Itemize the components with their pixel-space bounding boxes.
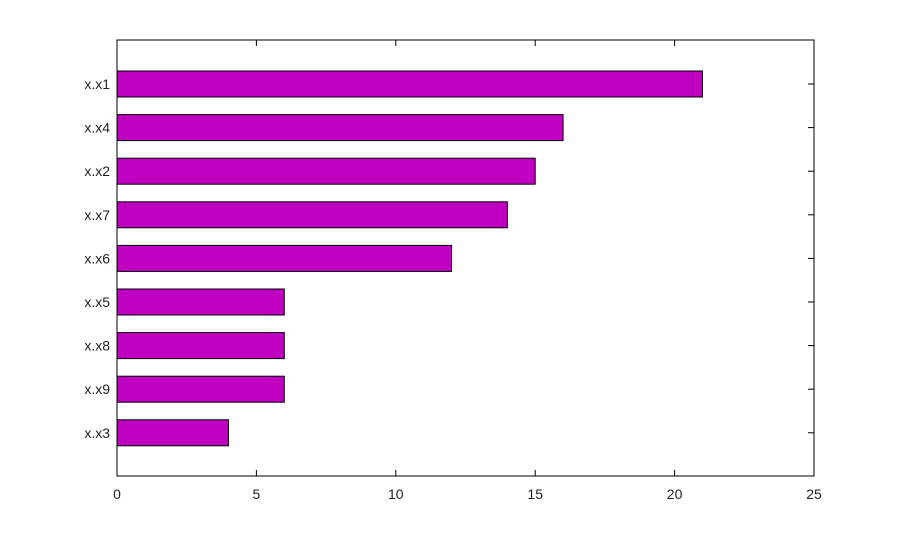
y-tick-label: x.x8 — [84, 338, 110, 354]
bar — [116, 201, 508, 229]
x-tick-label: 5 — [253, 486, 261, 502]
y-tick-label: x.x3 — [84, 425, 110, 441]
bars — [116, 70, 703, 447]
y-tick-label: x.x9 — [84, 381, 110, 397]
bar — [116, 332, 285, 360]
x-tick-label: 10 — [388, 486, 404, 502]
y-tick-label: x.x1 — [84, 76, 110, 92]
y-tick-label: x.x7 — [84, 207, 110, 223]
y-tick-labels: x.x1 x.x4 x.x2 x.x7 x.x6 x.x5 x.x8 x.x9 x.x3 — [84, 76, 110, 441]
bar — [116, 288, 285, 316]
bar — [116, 157, 536, 185]
bar — [116, 375, 285, 403]
x-tick-label: 20 — [667, 486, 683, 502]
y-tick-label: x.x6 — [84, 250, 110, 266]
y-tick-label: x.x4 — [84, 120, 110, 136]
bar — [116, 70, 703, 98]
y-tick-label: x.x5 — [84, 294, 110, 310]
x-tick-label: 0 — [113, 486, 121, 502]
x-tick-labels: 0 5 10 15 20 25 — [113, 486, 822, 502]
bar — [116, 419, 230, 447]
bar — [116, 244, 453, 272]
bar — [116, 114, 564, 142]
y-tick-label: x.x2 — [84, 163, 110, 179]
x-tick-label: 25 — [806, 486, 822, 502]
x-tick-label: 15 — [527, 486, 543, 502]
